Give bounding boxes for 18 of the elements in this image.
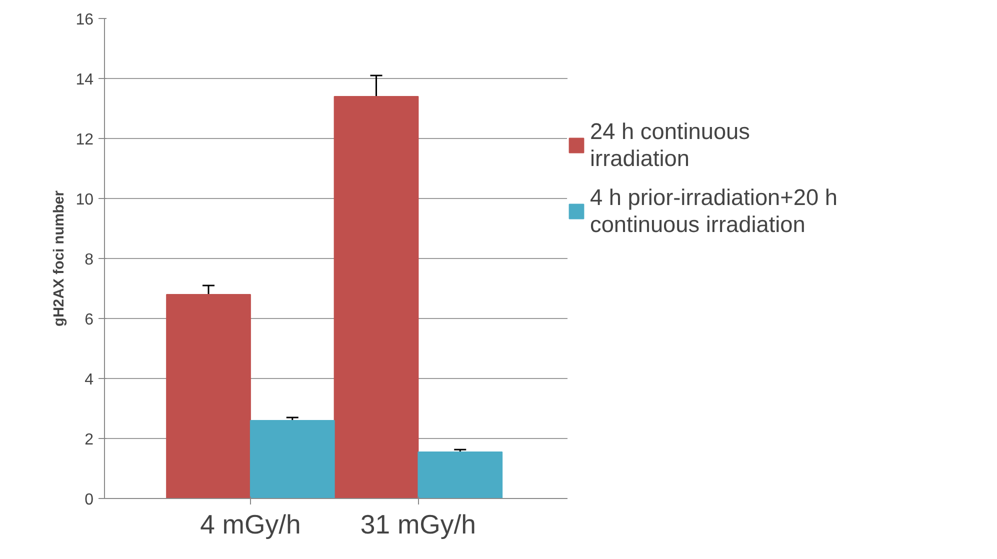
bar bbox=[250, 420, 335, 498]
y-tick-label: 6 bbox=[84, 312, 94, 328]
y-tick-label: 2 bbox=[84, 432, 94, 448]
y-tick-label: 10 bbox=[76, 192, 94, 208]
bar bbox=[334, 96, 419, 498]
legend-label: 4 h prior-irradiation+20 h continuous irradiation bbox=[590, 184, 838, 238]
y-tick-label: 8 bbox=[84, 252, 94, 268]
y-tick-label: 4 bbox=[84, 372, 94, 388]
x-tick-label: 31 mGy/h bbox=[360, 510, 476, 540]
x-tick-label: 4 mGy/h bbox=[200, 510, 301, 540]
y-tick-label: 12 bbox=[76, 132, 94, 148]
y-tick-label: 16 bbox=[76, 12, 94, 28]
bar bbox=[166, 294, 251, 498]
bar bbox=[418, 452, 503, 498]
y-tick-label: 14 bbox=[76, 72, 94, 88]
y-axis-title: gH2AX foci number bbox=[52, 190, 68, 326]
legend-label: 24 h continuous irradiation bbox=[590, 118, 750, 172]
y-tick-label: 0 bbox=[84, 492, 94, 508]
